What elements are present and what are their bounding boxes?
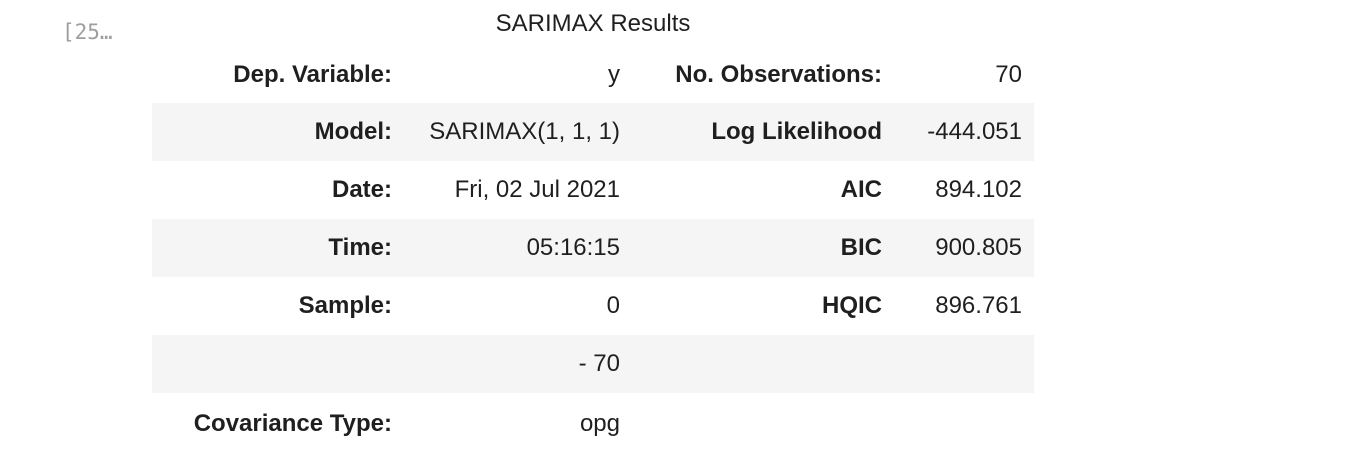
row-label: Model: xyxy=(152,103,404,161)
row-value: 0 xyxy=(606,292,620,319)
row-value: 896.761 xyxy=(935,292,1022,319)
table-row: Time: 05:16:15 BIC 900.805 xyxy=(152,219,1034,277)
row-value: - 70 xyxy=(404,335,632,393)
row-label: Log Likelihood xyxy=(632,103,894,161)
cell-execution-count: [25… xyxy=(62,20,113,44)
row-value xyxy=(894,393,1034,454)
row-value xyxy=(894,335,1034,393)
row-value: 05:16:15 xyxy=(404,219,632,277)
row-value: Fri, 02 Jul 2021 xyxy=(454,176,620,203)
row-label: Covariance Type: xyxy=(193,410,392,437)
table-row: - 70 xyxy=(152,335,1034,393)
row-value: SARIMAX(1, 1, 1) xyxy=(404,103,632,161)
row-label: Sample: xyxy=(298,292,392,319)
row-value: 894.102 xyxy=(935,176,1022,203)
sarimax-results-table: Dep. Variable: y No. Observations: 70 Mo… xyxy=(152,46,1034,454)
row-value: 70 xyxy=(995,60,1022,88)
row-value: -444.051 xyxy=(894,103,1034,161)
row-label xyxy=(632,393,894,454)
row-label: Dep. Variable: xyxy=(233,60,392,88)
row-value: y xyxy=(608,60,620,88)
row-label: HQIC xyxy=(822,292,882,319)
row-label xyxy=(152,335,404,393)
table-row: Model: SARIMAX(1, 1, 1) Log Likelihood -… xyxy=(152,103,1034,161)
row-label: Date: xyxy=(331,176,392,203)
results-caption: SARIMAX Results xyxy=(495,10,691,37)
row-label: No. Observations: xyxy=(675,60,882,88)
table-row: Dep. Variable: y No. Observations: 70 xyxy=(152,46,1034,103)
table-row: Sample: 0 HQIC 896.761 xyxy=(152,277,1034,335)
row-label: AIC xyxy=(840,176,882,203)
table-row: Covariance Type: opg xyxy=(152,393,1034,454)
row-value: 900.805 xyxy=(894,219,1034,277)
row-value: opg xyxy=(579,410,620,437)
row-label: BIC xyxy=(632,219,894,277)
row-label: Time: xyxy=(152,219,404,277)
table-row: Date: Fri, 02 Jul 2021 AIC 894.102 xyxy=(152,161,1034,219)
row-label xyxy=(632,335,894,393)
